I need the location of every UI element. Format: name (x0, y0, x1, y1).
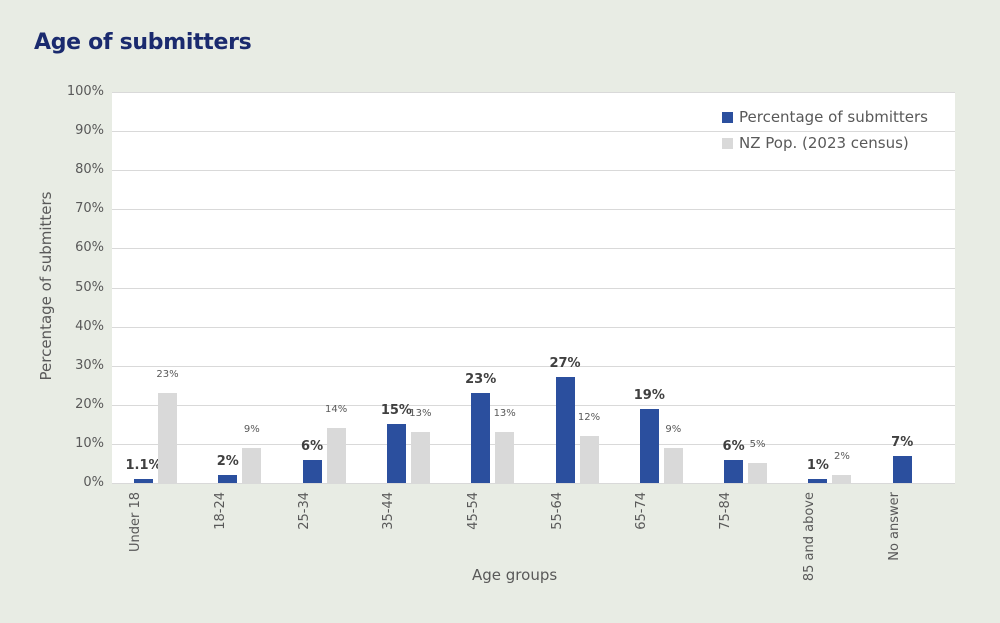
gridline (112, 326, 955, 328)
chart-title: Age of submitters (34, 30, 252, 55)
data-label-population: 9% (243, 423, 260, 435)
plot-area: Percentage of submitters NZ Pop. (2023 c… (112, 92, 955, 484)
data-label-population: 5% (749, 439, 766, 451)
y-tick-label: 10% (75, 435, 104, 451)
bar-population (832, 475, 852, 483)
data-label-submitters: 15% (380, 403, 412, 419)
legend-label: Percentage of submitters (739, 108, 928, 126)
bar-submitters (892, 455, 912, 483)
legend-label: NZ Pop. (2023 census) (739, 134, 909, 152)
bar-submitters (386, 424, 406, 483)
bar-population (158, 393, 177, 483)
bar-submitters (808, 479, 828, 483)
legend-item-population: NZ Pop. (2023 census) (722, 130, 928, 156)
bar-population (242, 447, 262, 483)
y-tick-label: 30% (75, 357, 104, 373)
bar-submitters (724, 459, 744, 483)
data-label-submitters: 19% (633, 387, 665, 403)
bar-submitters (218, 475, 238, 483)
data-label-population: 13% (409, 408, 432, 420)
data-label-submitters: 6% (722, 438, 745, 454)
gridline (112, 365, 955, 367)
data-label-submitters: 7% (891, 434, 914, 450)
bar-submitters (302, 459, 322, 483)
gridline (112, 131, 955, 133)
legend: Percentage of submitters NZ Pop. (2023 c… (722, 104, 928, 156)
y-tick-label: 20% (75, 396, 104, 412)
y-tick-label: 0% (83, 475, 104, 490)
data-label-submitters: 2% (216, 454, 239, 470)
x-axis-label: Age groups (472, 566, 558, 584)
gridline (112, 287, 955, 289)
y-tick-label: 40% (75, 318, 104, 334)
data-label-population: 2% (833, 451, 850, 463)
data-label-submitters: 6% (301, 438, 324, 454)
data-label-population: 9% (665, 423, 682, 435)
bar-population (579, 436, 599, 483)
legend-swatch-population (722, 137, 733, 149)
gridline (112, 92, 955, 93)
gridline (112, 170, 955, 172)
bar-population (663, 447, 683, 483)
data-label-population: 12% (577, 412, 601, 424)
data-label-submitters: 23% (465, 372, 497, 388)
y-tick-label: 60% (75, 240, 104, 256)
data-label-population: 23% (156, 369, 179, 381)
bar-submitters (471, 393, 491, 483)
y-tick-label: 70% (75, 201, 104, 217)
gridline (112, 209, 955, 211)
bar-population (495, 432, 515, 483)
gridline (112, 443, 955, 445)
legend-swatch-submitters (722, 111, 733, 123)
legend-item-submitters: Percentage of submitters (722, 104, 928, 130)
y-tick-label: 80% (75, 162, 104, 178)
data-label-submitters: 27% (549, 356, 581, 372)
y-tick-label: 100% (66, 84, 104, 99)
bar-submitters (134, 478, 153, 483)
bar-population (326, 428, 346, 483)
data-label-submitters: 1.1% (125, 457, 162, 473)
bar-submitters (639, 408, 659, 483)
bar-population (748, 463, 768, 483)
data-label-submitters: 1% (806, 458, 829, 474)
gridline (112, 248, 955, 250)
bar-population (410, 432, 430, 483)
data-label-population: 13% (493, 408, 516, 420)
bar-submitters (555, 377, 575, 483)
gridline (112, 404, 955, 406)
y-tick-label: 50% (75, 279, 104, 295)
data-label-population: 14% (324, 404, 348, 416)
y-tick-label: 90% (75, 123, 104, 139)
gridline (112, 483, 955, 484)
